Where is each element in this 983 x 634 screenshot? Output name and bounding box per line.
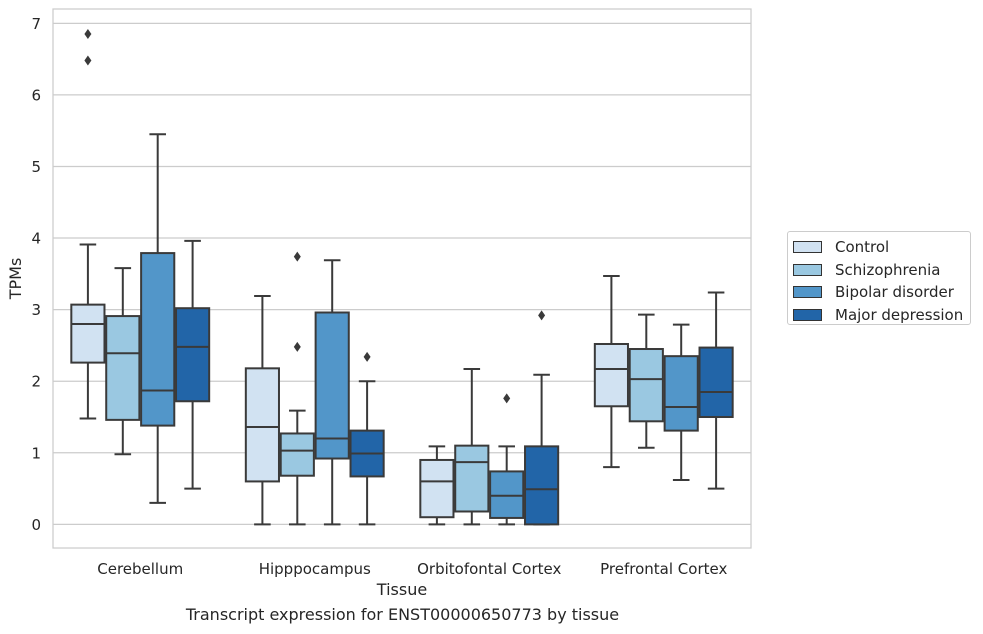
tick-layer: 0 1 2 3 4 5 6 7 Cerebellum Hipppocampus Orbitofont… — [31, 15, 727, 578]
legend-swatch-bipolar-disorder — [793, 286, 822, 299]
box-iqr — [698, 346, 734, 419]
plot-frame — [52, 8, 752, 549]
y-tick-label: 4 — [31, 230, 41, 248]
box-iqr — [628, 348, 664, 423]
outlier-point — [84, 29, 92, 40]
y-tick-label: 2 — [31, 373, 41, 391]
box-0-1 — [105, 267, 141, 456]
box-3-1 — [628, 313, 664, 449]
legend-item-major-depression: Major depression — [793, 304, 970, 327]
box-iqr — [244, 367, 280, 483]
x-tick-label: Prefrontal Cortex — [600, 560, 727, 578]
box-3-3 — [698, 291, 734, 490]
y-tick-label: 7 — [31, 15, 41, 33]
box-iqr — [70, 303, 106, 364]
box-2-2 — [489, 393, 525, 526]
box-iqr — [105, 315, 141, 421]
box-2-3 — [524, 310, 560, 526]
outlier-point — [293, 251, 301, 262]
box-iqr — [454, 444, 490, 513]
y-tick-label: 6 — [31, 86, 41, 104]
legend-swatch-major-depression — [793, 308, 822, 321]
y-tick-label: 5 — [31, 158, 41, 176]
legend-item-schizophrenia: Schizophrenia — [793, 259, 970, 282]
box-iqr — [279, 432, 315, 477]
legend-label-major-depression: Major depression — [835, 305, 964, 324]
box-2-0 — [419, 445, 455, 526]
outlier-point — [503, 393, 511, 404]
box-1-3 — [349, 351, 385, 526]
box-3-0 — [593, 274, 629, 469]
box-iqr — [314, 311, 350, 460]
box-iqr — [663, 355, 699, 432]
outlier-point — [363, 351, 371, 362]
outlier-point — [538, 310, 546, 321]
legend-swatch-schizophrenia — [793, 263, 822, 276]
legend: Control Schizophrenia Bipolar disorder M… — [787, 231, 971, 325]
box-0-2 — [140, 133, 176, 504]
outlier-point — [84, 55, 92, 66]
legend-label-control: Control — [835, 238, 890, 257]
legend-item-bipolar-disorder: Bipolar disorder — [793, 281, 970, 304]
y-tick-label: 3 — [31, 301, 41, 319]
x-tick-label: Hipppocampus — [259, 560, 371, 578]
box-3-2 — [663, 323, 699, 481]
legend-label-bipolar-disorder: Bipolar disorder — [835, 283, 954, 302]
box-2-1 — [454, 368, 490, 526]
box-iqr — [175, 307, 211, 403]
x-tick-label: Cerebellum — [97, 560, 183, 578]
chart-caption: Transcript expression for ENST0000065077… — [185, 605, 620, 624]
box-0-0 — [70, 29, 106, 420]
box-iqr — [593, 342, 629, 408]
box-iqr — [524, 445, 560, 526]
legend-swatch-control — [793, 241, 822, 254]
legend-label-schizophrenia: Schizophrenia — [835, 260, 941, 279]
box-layer — [70, 29, 734, 526]
legend-item-control: Control — [793, 236, 970, 259]
outlier-point — [293, 341, 301, 352]
x-axis-label: Tissue — [376, 580, 427, 599]
x-tick-label: Orbitofontal Cortex — [417, 560, 561, 578]
box-1-1 — [279, 251, 315, 526]
box-iqr — [419, 458, 455, 519]
box-iqr — [140, 252, 176, 427]
y-axis-label: TPMs — [6, 258, 25, 301]
box-iqr — [489, 470, 525, 519]
box-1-2 — [314, 259, 350, 526]
box-0-3 — [175, 239, 211, 490]
y-tick-label: 0 — [31, 516, 41, 534]
box-1-0 — [244, 295, 280, 526]
y-tick-label: 1 — [31, 444, 41, 462]
